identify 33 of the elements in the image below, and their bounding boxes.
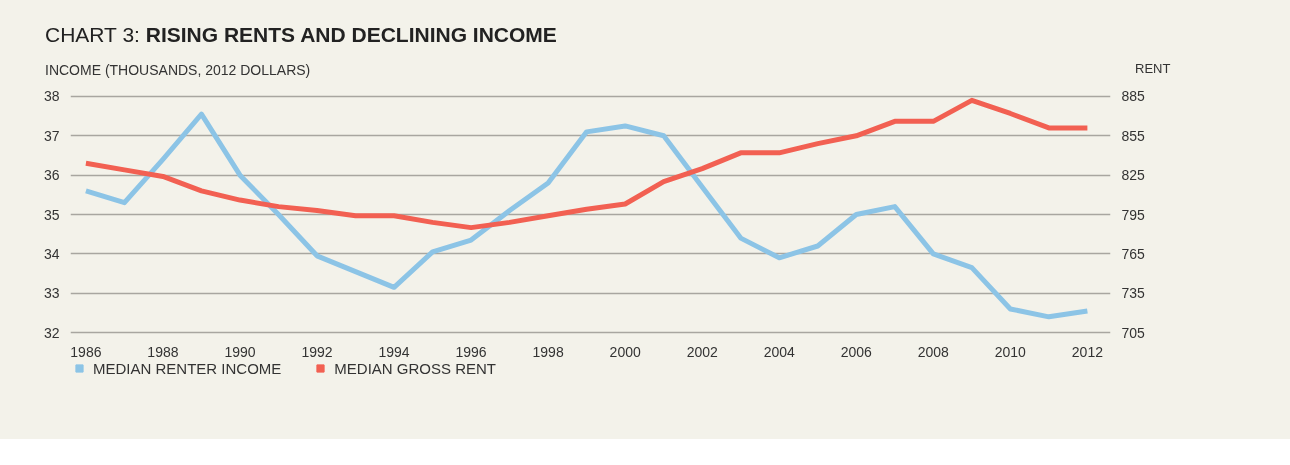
x-tick-label: 2002 <box>686 343 718 360</box>
y-tick-label: 37 <box>43 127 60 144</box>
y-tick-label: 33 <box>43 285 60 302</box>
x-tick-label: 2008 <box>917 343 950 360</box>
y2-tick-label: 735 <box>1121 285 1146 302</box>
x-tick-label: 1988 <box>147 343 179 360</box>
x-tick-label: 1996 <box>455 343 487 360</box>
x-tick-label: 1990 <box>224 343 256 360</box>
legend-label: MEDIAN RENTER INCOME <box>93 359 282 377</box>
y2-tick-label: 705 <box>1121 324 1146 341</box>
legend-label: MEDIAN GROSS RENT <box>334 359 497 377</box>
y-tick-label: 38 <box>43 88 60 105</box>
y2-tick-label: 855 <box>1121 127 1146 144</box>
y2-tick-label: 795 <box>1121 206 1146 223</box>
chart-title: CHART 3: RISING RENTS AND DECLINING INCOME <box>45 22 557 48</box>
x-tick-label: 1994 <box>378 343 410 360</box>
y-axis-title: INCOME (THOUSANDS, 2012 DOLLARS) <box>45 61 311 80</box>
y-tick-label: 32 <box>43 324 60 341</box>
x-tick-label: 2000 <box>609 343 641 360</box>
y-tick-label: 36 <box>43 167 60 184</box>
x-tick-label: 2006 <box>840 343 873 360</box>
x-tick-label: 1992 <box>301 343 333 360</box>
x-tick-label: 1986 <box>70 343 102 360</box>
y-tick-label: 35 <box>43 206 60 223</box>
y2-tick-label: 765 <box>1121 245 1146 262</box>
x-tick-label: 2010 <box>994 343 1027 360</box>
y2-tick-label: 885 <box>1121 88 1146 105</box>
y2-axis-title: RENT <box>1135 60 1171 78</box>
y-tick-label: 34 <box>43 245 60 262</box>
x-tick-label: 1998 <box>532 343 564 360</box>
y2-tick-label: 825 <box>1121 167 1146 184</box>
x-tick-label: 2012 <box>1071 343 1104 360</box>
x-tick-label: 2004 <box>763 343 796 360</box>
